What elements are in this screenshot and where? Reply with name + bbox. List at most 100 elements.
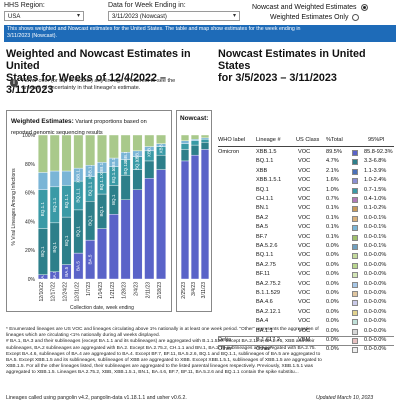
y-tick-label: 80% [25, 162, 36, 168]
nowcast-segment-ba-5 [190, 139, 200, 141]
table-row[interactable]: Delta B.1.617.2 VBM 0.0% 0.0-0.0% [218, 336, 394, 345]
lineage-color-swatch [352, 281, 358, 288]
footnote-2: lineages which are circulating <1% natio… [6, 333, 160, 339]
cell-95pi: 0.0-0.0% [364, 337, 387, 343]
cell-us-class: VOC [298, 252, 311, 259]
bar-segment-label: BQ.1.1 [99, 176, 104, 191]
cell-95pi: 0.0-0.0% [364, 261, 387, 268]
cell-95pi: 0.0-0.1% [364, 224, 387, 231]
bar-segment-label: XBB.1.5 [123, 147, 128, 164]
bar-segment-bq-1-1 [144, 160, 155, 179]
hint-line-2: amount of uncertainty in that lineage's … [22, 85, 141, 91]
table-row[interactable]: B.1.1.529 VOC 0.0% 0.0-0.0% [218, 289, 394, 298]
table-row[interactable]: BA.1.1 VOC 0.0% 0.0-0.0% [218, 327, 394, 336]
bar-segment-label: XBB.1.5 [99, 159, 104, 176]
table-row[interactable]: BF.11 VOC 0.0% 0.0-0.0% [218, 270, 394, 279]
cell-us-class: VOC [298, 224, 311, 231]
cell-pct-total: 0.0% [326, 252, 339, 259]
nowcast-segment-xbb-1-5 [190, 154, 200, 280]
table-row[interactable]: BQ.1 VOC 1.0% 0.7-1.5% [218, 186, 394, 195]
bar-segment-xbb-1-5 [144, 177, 155, 280]
cell-95pi: 0.0-0.1% [364, 233, 387, 240]
cell-pct-total: 1.6% [326, 177, 339, 184]
cell-us-class: VOC [298, 290, 311, 296]
table-row[interactable]: BA.5.2.6 VOC 0.0% 0.0-0.1% [218, 242, 394, 251]
table-row[interactable]: BA.4 VOC 0.0% 0.0-0.0% [218, 317, 394, 326]
cell-lineage: BA.5.2.6 [256, 243, 278, 249]
cell-lineage: B.1.617.2 [256, 337, 280, 343]
table-row[interactable]: BA.5 VOC 0.1% 0.0-0.1% [218, 223, 394, 232]
bar-segment-other [132, 134, 143, 152]
bar-segment-other [144, 134, 155, 147]
right-title: Nowcast Estimates in United States for 3… [218, 48, 398, 84]
bar-segment-label: BA.5 [64, 266, 69, 276]
footnotes: * Enumerated lineages are US VOC and lin… [6, 327, 398, 377]
cell-pct-total: 0.0% [326, 327, 339, 334]
bar-segment-other [73, 134, 84, 169]
table-row[interactable]: BQ.1.1 VOC 4.7% 3.3-6.8% [218, 157, 394, 166]
table-row[interactable]: BA.4.6 VOC 0.0% 0.0-0.0% [218, 298, 394, 307]
x-tick-label: 12/17/22 [51, 282, 57, 302]
lineage-color-swatch [352, 168, 358, 175]
x-tick-label: 1/28/23 [122, 282, 128, 299]
bar-segment-xbb-1-5 [132, 189, 143, 280]
table-row[interactable]: BF.7 VOC 0.1% 0.0-0.1% [218, 233, 394, 242]
nowcast-x-tick-label: 2/25/23 [181, 282, 187, 299]
cell-lineage: Other* [256, 346, 273, 353]
weighted-title-rest: Variant proportions based on [73, 119, 147, 125]
cell-95pi: 0.0-0.0% [364, 346, 387, 353]
table-row[interactable]: XBB.1.5.1 VOC 1.6% 1.0-2.4% [218, 176, 394, 185]
cell-us-class: VOC [298, 214, 311, 221]
lineage-color-swatch [352, 262, 358, 269]
table-row[interactable]: BA.2.75.2 VOC 0.0% 0.0-0.0% [218, 280, 394, 289]
cell-pct-total: 0.0% [326, 318, 339, 325]
cell-us-class: VOC [298, 177, 311, 184]
bar-segment-other [49, 134, 60, 172]
radio-selected-icon[interactable] [360, 4, 368, 11]
cell-pct-total: 1.0% [326, 186, 339, 193]
table-row[interactable]: BQ.1.1 VOC 0.0% 0.0-0.0% [218, 251, 394, 260]
radio-weighted-only[interactable]: Weighted Estimates Only [270, 14, 360, 21]
nowcast-segment-bq-1-1 [200, 142, 210, 150]
cell-pct-total: 0.0% [326, 299, 339, 306]
bar-segment-label: XBB.1.5 [135, 145, 140, 162]
bar-segment-label: BA.5 [40, 271, 45, 281]
table-row[interactable]: XBB VOC 2.1% 1.1-3.9% [218, 167, 394, 176]
bar-segment-xbb-1-5 [156, 169, 167, 280]
lineage-color-swatch [352, 197, 358, 203]
chevron-down-icon: ▾ [232, 13, 236, 19]
table-body: Omicron XBB.1.5 VOC 89.5% 85.8-92.3% BQ.1.1 VO… [218, 148, 394, 358]
cell-95pi: 0.0-0.0% [364, 318, 387, 325]
bar-segment-label: BQ.1 [52, 242, 57, 253]
nowcast-segment-xbb-1-5 [200, 149, 210, 280]
cell-pct-total: 89.5% [326, 149, 342, 155]
week-select[interactable]: 3/11/2023 (Nowcast) ▾ [108, 11, 240, 21]
chevron-down-icon: ▾ [76, 13, 80, 19]
region-select[interactable]: USA ▾ [4, 11, 84, 21]
cell-pct-total: 2.1% [326, 167, 339, 174]
table-row[interactable]: BA.2.12.1 VOC 0.0% 0.0-0.0% [218, 308, 394, 317]
cell-us-class: VOC [298, 205, 311, 212]
table-row[interactable]: BA.2.75 VOC 0.0% 0.0-0.0% [218, 261, 394, 270]
table-row[interactable]: Omicron XBB.1.5 VOC 89.5% 85.8-92.3% [218, 148, 394, 157]
lineage-color-swatch [352, 159, 358, 166]
radio-unselected-icon[interactable] [352, 14, 360, 21]
cell-us-class: VOC [298, 280, 311, 287]
footnote-4: sublineages, BA.2 sublineages are aggreg… [6, 345, 316, 351]
cell-pct-total: 0.0% [326, 271, 339, 278]
table-row[interactable]: BA.2 VOC 0.1% 0.0-0.1% [218, 214, 394, 223]
table-row[interactable]: BN.1 VOC 0.1% 0.1-0.2% [218, 204, 394, 213]
table-row[interactable]: Other Other* 0.0% 0.0-0.0% [218, 345, 394, 354]
bar-segment-label: BA.5 [76, 261, 81, 271]
cell-95pi: 0.7-1.5% [364, 186, 387, 193]
bar-segment-label: XBB.1.5 [111, 153, 116, 170]
cell-95pi: 85.8-92.3% [364, 149, 393, 155]
bar-segment-xbb-1-5 [120, 199, 131, 280]
bar-segment-label: XBB.1.5 [146, 140, 151, 157]
cell-pct-total: 0.1% [326, 205, 339, 212]
bar-segment-label: BQ.1 [99, 206, 104, 217]
lineage-color-swatch [352, 150, 358, 156]
table-row[interactable]: CH.1.1 VOC 0.7% 0.4-1.0% [218, 195, 394, 204]
radio-nowcast-weighted[interactable]: Nowcast and Weighted Estimates [252, 4, 368, 11]
